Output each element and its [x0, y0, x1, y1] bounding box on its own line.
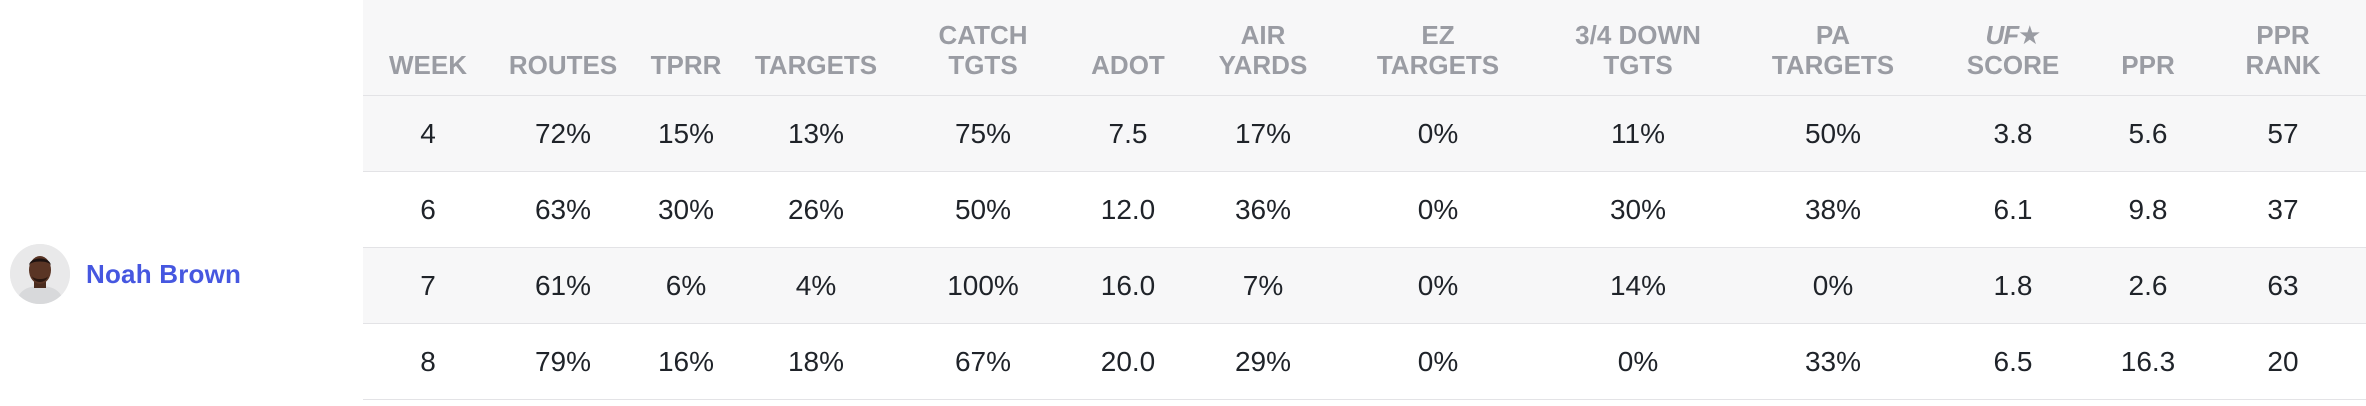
table-cell: 38% — [1804, 193, 1862, 225]
column-header-line1: CATCH — [938, 20, 1028, 50]
player-info: Noah Brown — [10, 243, 241, 305]
table-cell: 50% — [954, 193, 1012, 225]
table-cell: 0% — [1417, 345, 1459, 377]
table-cell: 100% — [947, 269, 1019, 301]
table-cell: 67% — [954, 345, 1012, 377]
column-header-line2: YARDS — [1218, 50, 1308, 80]
table-cell: 0% — [1617, 345, 1659, 377]
table-row: 6 63% 30% 26% 50% 12.0 36% 0% 30% 38% 6.1 9.8 37 — [363, 172, 2366, 248]
stats-table: WEEK ROUTES TPRR TARGETS CATCH TGTS ADOT AIR YAR… — [363, 0, 2366, 406]
column-header-line1: 3/4 DOWN — [1575, 20, 1701, 50]
column-header-line1: EZ — [1421, 20, 1455, 50]
table-row: 8 79% 16% 18% 67% 20.0 29% 0% 0% 33% 6.5 16.3 20 — [363, 324, 2366, 400]
table-cell: 14% — [1609, 269, 1667, 301]
table-row: 4 72% 15% 13% 75% 7.5 17% 0% 11% 50% 3.8 5.6 57 — [363, 96, 2366, 172]
table-cell: 4% — [795, 269, 837, 301]
column-header[interactable]: PPR — [2093, 0, 2203, 80]
table-cell: 18% — [787, 345, 845, 377]
column-header[interactable]: EZ TARGETS — [1348, 0, 1528, 80]
table-cell: 30% — [657, 193, 715, 225]
column-header-line2: TPRR — [650, 50, 722, 80]
column-header-line2: WEEK — [389, 50, 467, 80]
table-cell: 6.5 — [1993, 345, 2033, 377]
column-header-line2: TGTS — [1603, 50, 1673, 80]
table-cell: 20 — [2267, 345, 2299, 377]
table-cell: 0% — [1417, 193, 1459, 225]
column-header[interactable]: AIR YARDS — [1193, 0, 1333, 80]
player-avatar — [10, 244, 70, 304]
column-header[interactable]: PPR RANK — [2218, 0, 2348, 80]
table-cell: 7.5 — [1108, 117, 1148, 149]
table-cell: 11% — [1611, 117, 1665, 149]
table-cell: 79% — [534, 345, 592, 377]
table-cell: 36% — [1234, 193, 1292, 225]
column-header-line2: TARGETS — [1771, 50, 1895, 80]
table-cell: 75% — [954, 117, 1012, 149]
column-header[interactable]: ADOT — [1068, 0, 1188, 80]
column-header-line2: ROUTES — [508, 50, 618, 80]
table-cell: 16.3 — [2120, 345, 2176, 377]
column-header-line1: PA — [1815, 20, 1851, 50]
table-cell: 0% — [1812, 269, 1854, 301]
table-cell: 7% — [1242, 269, 1284, 301]
column-header-line2: TARGETS — [1376, 50, 1500, 80]
column-header[interactable]: PA TARGETS — [1743, 0, 1923, 80]
column-header-line2: SCORE — [1966, 50, 2060, 80]
table-cell: 0% — [1417, 117, 1459, 149]
table-cell: 17% — [1234, 117, 1292, 149]
column-header-line2: RANK — [2245, 50, 2321, 80]
table-cell: 6.1 — [1993, 193, 2033, 225]
table-cell: 16.0 — [1100, 269, 1156, 301]
table-cell: 6 — [420, 193, 436, 225]
table-cell: 3.8 — [1993, 117, 2033, 149]
table-cell: 12.0 — [1100, 193, 1156, 225]
table-cell: 1.8 — [1993, 269, 2033, 301]
table-cell: 61% — [534, 269, 592, 301]
column-header[interactable]: TPRR — [631, 0, 741, 80]
table-cell: 29% — [1234, 345, 1292, 377]
table-cell: 26% — [787, 193, 845, 225]
player-headshot-icon — [10, 244, 70, 304]
table-cell: 37 — [2267, 193, 2299, 225]
column-header-line2: PPR — [2121, 50, 2175, 80]
table-cell: 4 — [420, 117, 436, 149]
column-header-line1: AIR — [1240, 20, 1286, 50]
table-cell: 20.0 — [1100, 345, 1156, 377]
table-cell: 2.6 — [2128, 269, 2168, 301]
table-cell: 16% — [657, 345, 715, 377]
column-header[interactable]: UF★ SCORE — [1943, 0, 2083, 80]
table-cell: 72% — [534, 117, 592, 149]
column-header[interactable]: WEEK — [363, 0, 493, 80]
table-cell: 57 — [2267, 117, 2299, 149]
table-cell: 6% — [665, 269, 707, 301]
table-cell: 13% — [787, 117, 845, 149]
table-cell: 50% — [1804, 117, 1862, 149]
table-cell: 30% — [1609, 193, 1667, 225]
column-header-line1: PPR — [2256, 20, 2310, 50]
table-row: 7 61% 6% 4% 100% 16.0 7% 0% 14% 0% 1.8 2.6 63 — [363, 248, 2366, 324]
table-cell: 9.8 — [2128, 193, 2168, 225]
column-header[interactable]: ROUTES — [493, 0, 633, 80]
column-header-line2: TGTS — [948, 50, 1018, 80]
table-cell: 0% — [1417, 269, 1459, 301]
table-cell: 7 — [420, 269, 436, 301]
column-header[interactable]: CATCH TGTS — [903, 0, 1063, 80]
column-header[interactable]: 3/4 DOWN TGTS — [1538, 0, 1738, 80]
column-header-line2: TARGETS — [754, 50, 878, 80]
column-header-line1: UF★ — [1985, 20, 2042, 50]
table-cell: 15% — [657, 117, 715, 149]
table-cell: 63 — [2267, 269, 2299, 301]
table-cell: 33% — [1804, 345, 1862, 377]
player-name-link[interactable]: Noah Brown — [86, 258, 242, 289]
table-cell: 8 — [420, 345, 436, 377]
table-header: WEEK ROUTES TPRR TARGETS CATCH TGTS ADOT AIR YAR… — [363, 0, 2366, 96]
table-cell: 63% — [534, 193, 592, 225]
table-cell: 5.6 — [2128, 117, 2168, 149]
column-header[interactable]: TARGETS — [741, 0, 891, 80]
column-header-line2: ADOT — [1091, 50, 1165, 80]
